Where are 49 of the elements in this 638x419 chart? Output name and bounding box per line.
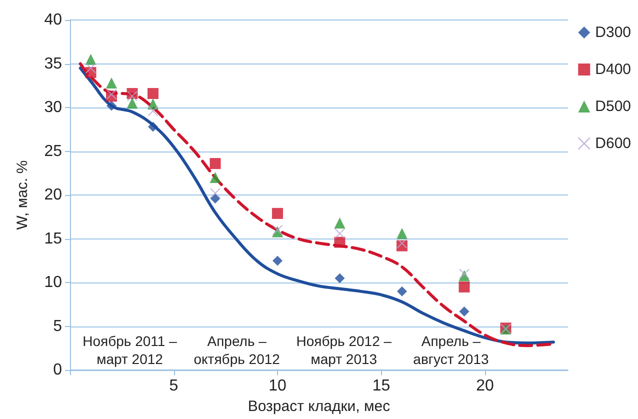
point [334, 228, 345, 239]
y-tick-label: 10 [44, 274, 62, 292]
point [148, 122, 158, 132]
x-tick-label: 15 [372, 378, 390, 395]
y-tick-label: 25 [44, 142, 62, 160]
point [86, 63, 96, 74]
y-tick-label: 5 [53, 318, 62, 335]
point [106, 89, 116, 100]
y-tick-label: 30 [44, 99, 62, 116]
y-tick-label: 15 [44, 230, 62, 248]
y-tick-label: 35 [44, 55, 62, 72]
point [459, 268, 470, 279]
point [85, 54, 96, 65]
point [210, 194, 220, 204]
y-tick-label: 40 [44, 12, 62, 28]
point [397, 238, 407, 248]
x-tick-label: 5 [169, 378, 178, 395]
point [126, 98, 138, 109]
point [334, 236, 346, 248]
point [334, 273, 345, 284]
point [210, 158, 221, 170]
annotation: Ноябрь 2012 – март 2013 [296, 333, 392, 367]
point [210, 188, 220, 198]
point [458, 281, 470, 292]
x-axis-title: Возраст кладки, мес [248, 398, 391, 415]
x-tick-label: 10 [268, 378, 286, 395]
point [397, 286, 407, 296]
point [334, 218, 346, 229]
annotation: Ноябрь 2011 – март 2012 [82, 333, 178, 367]
point [272, 208, 283, 219]
y-tick-label: 20 [44, 186, 62, 204]
y-tick-label: 0 [53, 362, 62, 379]
annotation: Апрель – август 2013 [413, 333, 489, 367]
point [396, 228, 408, 240]
x-tick-label: 20 [476, 378, 494, 395]
y-axis-title: W, мас. % [14, 160, 31, 230]
annotation: Апрель – октябрь 2012 [194, 333, 280, 367]
point [148, 106, 158, 116]
point [148, 88, 158, 100]
legend-label: D400 [595, 61, 631, 78]
legend-label: D500 [595, 98, 631, 115]
legend-label: D300 [595, 24, 631, 41]
point [106, 100, 116, 111]
point [459, 306, 470, 316]
point [210, 172, 221, 184]
point [272, 256, 282, 266]
legend-label: D600 [595, 135, 631, 152]
point [127, 91, 138, 102]
point [106, 78, 117, 89]
